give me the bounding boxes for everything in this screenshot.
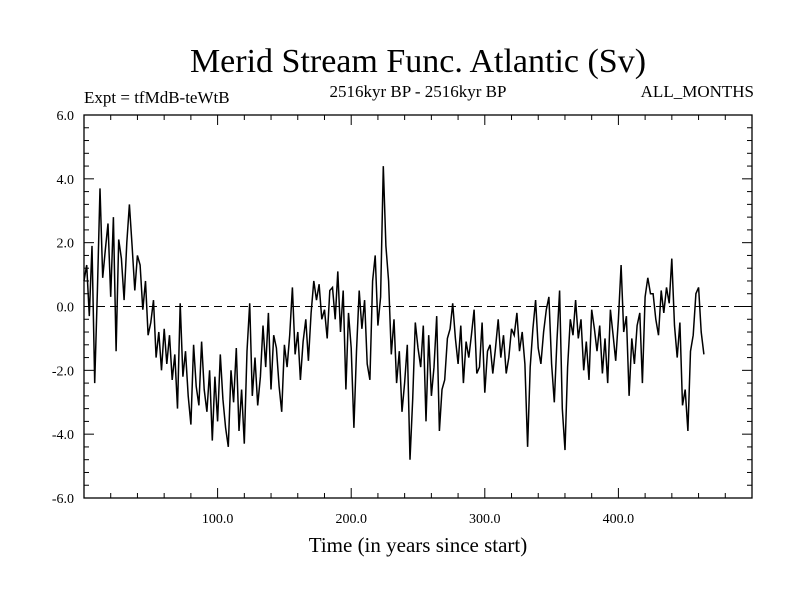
- x-axis-label: Time (in years since start): [309, 533, 528, 557]
- y-tick-label: 0.0: [57, 301, 75, 316]
- months-label: ALL_MONTHS: [641, 82, 754, 101]
- y-tick-label: -4.0: [52, 428, 74, 443]
- x-tick-label: 200.0: [335, 512, 367, 527]
- y-tick-label: -2.0: [52, 364, 74, 379]
- y-tick-label: 6.0: [57, 109, 75, 124]
- y-tick-label: 4.0: [57, 173, 75, 188]
- x-tick-label: 100.0: [202, 512, 234, 527]
- series-line: [83, 166, 705, 460]
- x-tick-label: 400.0: [603, 512, 635, 527]
- y-tick-label: -6.0: [52, 492, 74, 507]
- tick-layer: 100.0 200.0 300.0 400.0 6.0 4.0 2.0 0.0 -2.0 -4.0…: [52, 109, 752, 527]
- y-tick-label: 2.0: [57, 237, 75, 252]
- x-tick-label: 300.0: [469, 512, 501, 527]
- chart-title: Merid Stream Func. Atlantic (Sv): [190, 43, 646, 80]
- time-range-label: 2516kyr BP - 2516kyr BP: [330, 82, 507, 101]
- experiment-label: Expt = tfMdB-teWtB: [84, 88, 230, 107]
- plot-frame: [83, 114, 753, 499]
- series-layer: [83, 166, 705, 460]
